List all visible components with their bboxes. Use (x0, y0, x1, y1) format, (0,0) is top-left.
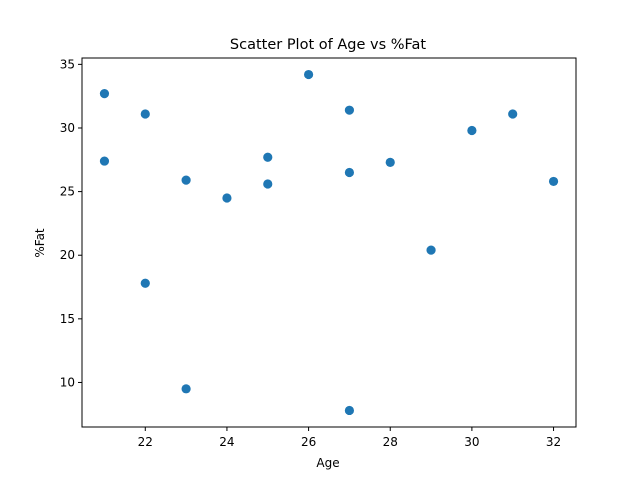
data-point (99, 89, 110, 99)
data-point (426, 245, 436, 255)
x-tick-label: 26 (301, 435, 316, 449)
y-tick-label: 25 (60, 185, 75, 199)
y-tick-label: 15 (60, 312, 75, 326)
data-point (385, 157, 395, 167)
y-tick-label: 20 (60, 248, 75, 262)
y-tick-label: 10 (60, 375, 75, 389)
y-axis-label: %Fat (33, 228, 47, 258)
data-point (181, 384, 191, 394)
x-tick-label: 32 (546, 435, 561, 449)
data-points (99, 69, 559, 416)
data-point (99, 156, 110, 166)
y-tick-label: 30 (60, 121, 75, 135)
data-point (140, 278, 150, 288)
data-point (263, 152, 273, 162)
data-point (181, 175, 191, 185)
x-tick-label: 24 (219, 435, 234, 449)
data-point (467, 125, 477, 136)
x-tick-label: 22 (138, 435, 153, 449)
chart-title: Scatter Plot of Age vs %Fat (230, 37, 427, 53)
data-point (303, 69, 314, 80)
data-point (140, 109, 150, 119)
y-tick-label: 35 (60, 57, 75, 71)
data-point (344, 105, 355, 115)
data-point (344, 405, 355, 416)
data-point (344, 167, 355, 178)
data-point (263, 179, 273, 189)
x-axis-label: Age (316, 456, 339, 470)
data-point (548, 176, 559, 187)
x-tick-label: 30 (464, 435, 479, 449)
data-point (508, 109, 518, 119)
data-point (222, 193, 232, 203)
axis-ticks: 22 24 26 28 30 32 10 15 20 25 30 35 (60, 57, 561, 449)
plot-frame (81, 57, 577, 428)
x-tick-label: 28 (383, 435, 398, 449)
